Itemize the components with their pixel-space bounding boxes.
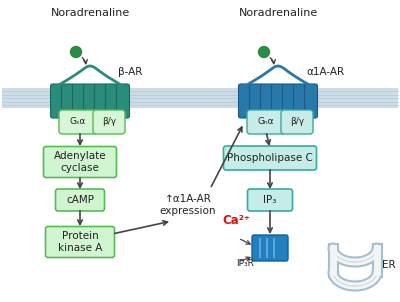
Circle shape [70, 47, 82, 57]
Text: Gₙα: Gₙα [258, 117, 274, 127]
Text: β/γ: β/γ [102, 117, 116, 127]
FancyBboxPatch shape [224, 146, 316, 170]
FancyBboxPatch shape [294, 84, 306, 118]
Text: Protein
kinase A: Protein kinase A [58, 231, 102, 253]
FancyBboxPatch shape [282, 84, 296, 118]
FancyBboxPatch shape [44, 146, 116, 178]
FancyBboxPatch shape [116, 84, 130, 118]
Text: IP₃R: IP₃R [236, 259, 254, 268]
Text: IP₃: IP₃ [263, 195, 277, 205]
FancyBboxPatch shape [94, 84, 108, 118]
Text: Ca²⁺: Ca²⁺ [222, 214, 250, 226]
Text: Noradrenaline: Noradrenaline [238, 8, 318, 18]
Circle shape [258, 47, 270, 57]
FancyBboxPatch shape [62, 84, 74, 118]
Text: cAMP: cAMP [66, 195, 94, 205]
Text: Adenylate
cyclase: Adenylate cyclase [54, 151, 106, 173]
FancyBboxPatch shape [272, 84, 284, 118]
FancyBboxPatch shape [252, 235, 288, 261]
Text: β/γ: β/γ [290, 117, 304, 127]
Text: ↑α1A-AR
expression: ↑α1A-AR expression [160, 194, 216, 216]
FancyBboxPatch shape [46, 226, 114, 258]
FancyBboxPatch shape [72, 84, 86, 118]
FancyBboxPatch shape [304, 84, 318, 118]
FancyBboxPatch shape [93, 110, 125, 134]
FancyBboxPatch shape [59, 110, 97, 134]
Bar [2, 88, 398, 108]
FancyBboxPatch shape [281, 110, 313, 134]
Text: ER: ER [382, 260, 396, 270]
FancyBboxPatch shape [247, 110, 285, 134]
FancyBboxPatch shape [248, 189, 292, 211]
FancyBboxPatch shape [260, 84, 274, 118]
FancyBboxPatch shape [250, 84, 262, 118]
Text: α1A-AR: α1A-AR [306, 67, 344, 77]
Text: Gₛα: Gₛα [70, 117, 86, 127]
Text: Phospholipase C: Phospholipase C [227, 153, 313, 163]
FancyBboxPatch shape [56, 189, 104, 211]
FancyBboxPatch shape [238, 84, 252, 118]
FancyBboxPatch shape [106, 84, 118, 118]
Text: β-AR: β-AR [118, 67, 142, 77]
FancyBboxPatch shape [84, 84, 96, 118]
FancyBboxPatch shape [50, 84, 64, 118]
Text: Noradrenaline: Noradrenaline [50, 8, 130, 18]
